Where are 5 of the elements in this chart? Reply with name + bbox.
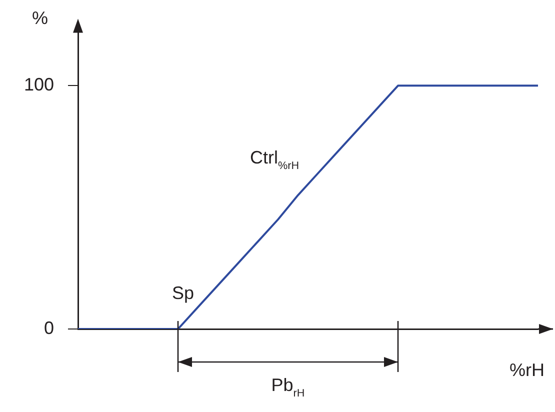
- annotation: Sp: [172, 283, 194, 303]
- y-tick-label: 100: [24, 74, 54, 95]
- y-axis-title: %: [32, 8, 48, 28]
- y-tick-label: 0: [44, 318, 54, 338]
- x-axis-title: %rH: [510, 360, 544, 380]
